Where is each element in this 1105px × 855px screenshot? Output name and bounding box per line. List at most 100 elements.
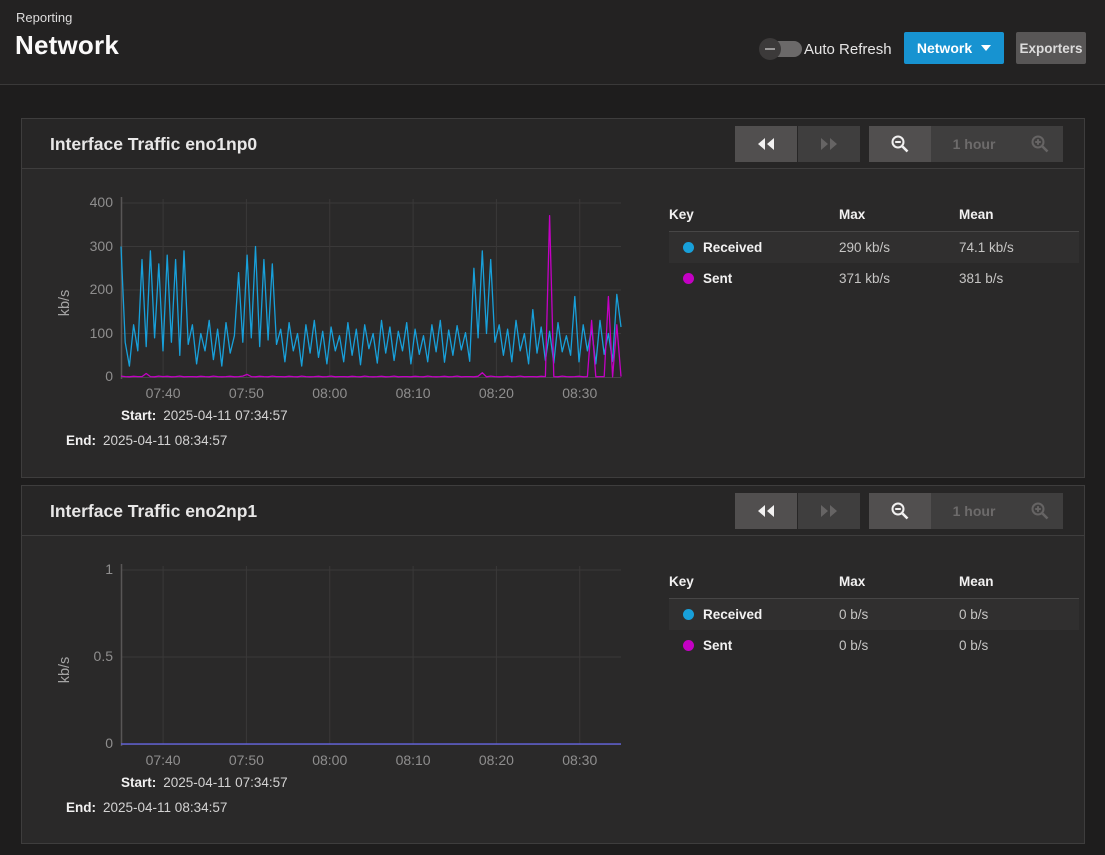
y-axis-tick-label: 0: [105, 735, 113, 751]
series-mean: 381 b/s: [959, 270, 1004, 286]
exporters-button[interactable]: Exporters: [1016, 32, 1086, 64]
history-forward-button: [798, 493, 860, 529]
zoom-in-button: [1017, 493, 1063, 529]
zoom-button-group: 1 hour: [869, 493, 1063, 529]
zoom-out-button[interactable]: [869, 493, 931, 529]
series-mean: 74.1 kb/s: [959, 239, 1014, 255]
series-name: Received: [703, 239, 763, 255]
y-axis-tick-label: 300: [89, 237, 113, 254]
panel-interface-traffic-eno2np1: Interface Traffic eno2np1 1 hour: [21, 485, 1085, 844]
end-label: End:: [66, 433, 96, 448]
legend-row-sent: Sent 371 kb/s 381 b/s: [669, 263, 1079, 294]
start-label: Start:: [121, 775, 157, 790]
zoom-range-label: 1 hour: [931, 126, 1017, 162]
zoom-in-icon: [1031, 502, 1049, 520]
x-axis-tick-label: 07:40: [145, 385, 181, 401]
start-label: Start:: [121, 408, 157, 423]
zoom-range-label: 1 hour: [931, 493, 1017, 529]
auto-refresh-label: Auto Refresh: [804, 41, 892, 58]
history-back-button[interactable]: [735, 126, 797, 162]
received-series-dot-icon: [683, 608, 694, 620]
x-axis-tick-label: 08:30: [562, 385, 598, 401]
series-max: 290 kb/s: [839, 239, 891, 255]
legend-row-received: Received 290 kb/s 74.1 kb/s: [669, 231, 1079, 263]
rewind-icon: [758, 505, 774, 517]
zoom-button-group: 1 hour: [869, 126, 1063, 162]
y-axis-tick-label: 400: [89, 194, 113, 210]
zoom-in-button: [1017, 126, 1063, 162]
y-axis-title: kb/s: [57, 656, 73, 684]
x-axis-tick-label: 08:20: [478, 752, 514, 768]
series-max: 0 b/s: [839, 637, 869, 653]
series-name: Sent: [703, 637, 733, 653]
start-value: 2025-04-11 07:34:57: [163, 408, 288, 423]
chart-end-time: End: 2025-04-11 08:34:57: [66, 433, 227, 448]
x-axis-tick-label: 08:20: [478, 385, 514, 401]
sent-series-dot-icon: [683, 272, 694, 284]
series-max: 0 b/s: [839, 606, 869, 622]
x-axis-tick-label: 08:00: [312, 752, 348, 768]
chart-start-time: Start: 2025-04-11 07:34:57: [121, 775, 288, 790]
legend-table: Key Max Mean Received 0 b/s 0 b/s Sent 0…: [669, 566, 1079, 661]
legend-header-key: Key: [669, 566, 839, 599]
panel-title: Interface Traffic eno1np0: [50, 134, 258, 154]
y-axis-tick-label: 0: [105, 368, 113, 384]
panel-body: 0 0.5 1 07:40 07:50 08:00 08:10 08:20 08:30 kb/s …: [22, 536, 1084, 844]
start-value: 2025-04-11 07:34:57: [163, 775, 288, 790]
page-title: Network: [15, 30, 119, 60]
series-name: Sent: [703, 270, 733, 286]
legend-header-mean: Mean: [959, 199, 1079, 232]
x-axis-tick-label: 07:50: [228, 752, 264, 768]
panel-header: Interface Traffic eno1np0 1 hour: [22, 119, 1084, 169]
x-axis-tick-label: 08:30: [562, 752, 598, 768]
toggle-knob-minus-icon: [759, 38, 781, 60]
chart-end-time: End: 2025-04-11 08:34:57: [66, 800, 227, 815]
legend-row-received: Received 0 b/s 0 b/s: [669, 598, 1079, 630]
panel-interface-traffic-eno1np0: Interface Traffic eno1np0 1 hour: [21, 118, 1085, 478]
legend-header-mean: Mean: [959, 566, 1079, 599]
history-forward-button: [798, 126, 860, 162]
network-dropdown-button[interactable]: Network: [904, 32, 1004, 64]
series-mean: 0 b/s: [959, 606, 989, 622]
auto-refresh-toggle[interactable]: [759, 38, 802, 60]
received-series-dot-icon: [683, 241, 694, 253]
zoom-out-icon: [891, 502, 909, 520]
fast-forward-icon: [821, 505, 837, 517]
time-nav-button-group: [735, 493, 860, 529]
zoom-out-button[interactable]: [869, 126, 931, 162]
end-label: End:: [66, 800, 96, 815]
zoom-out-icon: [891, 135, 909, 153]
panel-header: Interface Traffic eno2np1 1 hour: [22, 486, 1084, 536]
legend-header-max: Max: [839, 199, 959, 232]
legend-header-max: Max: [839, 566, 959, 599]
history-back-button[interactable]: [735, 493, 797, 529]
x-axis-tick-label: 08:00: [312, 385, 348, 401]
end-value: 2025-04-11 08:34:57: [103, 800, 228, 815]
y-axis-tick-label: 200: [89, 281, 113, 297]
top-bar: Reporting Network Auto Refresh Network E…: [0, 0, 1105, 84]
y-axis-tick-label: 1: [105, 561, 113, 577]
traffic-chart-eno1np0[interactable]: 0 100 200 300 400 07:40 07:50 08:00 08:10 08:20 08…: [57, 194, 622, 401]
rewind-icon: [758, 138, 774, 150]
breadcrumb[interactable]: Reporting: [16, 10, 73, 25]
panel-title: Interface Traffic eno2np1: [50, 501, 258, 521]
series-name: Received: [703, 606, 763, 622]
time-nav-button-group: [735, 126, 860, 162]
traffic-chart-eno2np1[interactable]: 0 0.5 1 07:40 07:50 08:00 08:10 08:20 08:30 kb/s: [57, 561, 621, 768]
x-axis-tick-label: 07:40: [145, 752, 181, 768]
content-area: Interface Traffic eno1np0 1 hour: [0, 84, 1105, 855]
end-value: 2025-04-11 08:34:57: [103, 433, 228, 448]
sent-series-dot-icon: [683, 639, 694, 651]
panel-body: 0 100 200 300 400 07:40 07:50 08:00 08:10 08:20 08…: [22, 169, 1084, 477]
legend-row-sent: Sent 0 b/s 0 b/s: [669, 630, 1079, 661]
network-dropdown-label: Network: [916, 40, 973, 56]
chart-start-time: Start: 2025-04-11 07:34:57: [121, 408, 288, 423]
legend-table: Key Max Mean Received 290 kb/s 74.1 kb/s…: [669, 199, 1079, 294]
chevron-down-icon: [981, 45, 992, 51]
series-mean: 0 b/s: [959, 637, 989, 653]
y-axis-tick-label: 0.5: [93, 648, 113, 664]
legend-header-key: Key: [669, 199, 839, 232]
series-max: 371 kb/s: [839, 270, 891, 286]
x-axis-tick-label: 08:10: [395, 752, 431, 768]
y-axis-tick-label: 100: [89, 324, 113, 341]
